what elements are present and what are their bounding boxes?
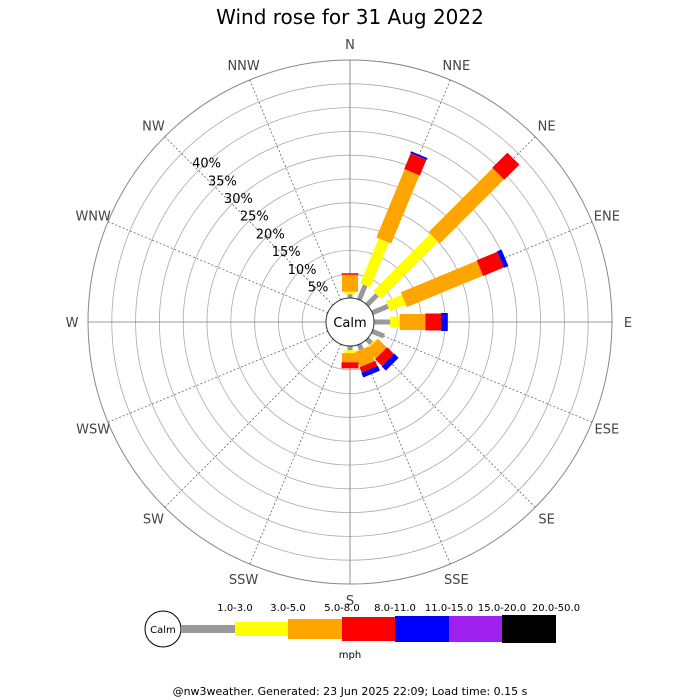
legend-label-5: 11.0-15.0 [425, 603, 473, 614]
petal-s-bin-3 [342, 353, 358, 363]
direction-label-nw: NW [142, 119, 165, 134]
petal-n-bin-4 [341, 273, 359, 275]
petal-ene-bin-2 [385, 294, 406, 312]
direction-label-ssw: SSW [229, 573, 259, 588]
percent-label-35: 35% [208, 174, 237, 189]
petal-sse-bin-4 [359, 360, 378, 373]
petal-ne-bin-1 [365, 293, 379, 307]
legend-units: mph [339, 650, 361, 661]
legend-label-2: 3.0-5.0 [270, 603, 305, 614]
direction-label-ese: ESE [594, 422, 619, 437]
petal-sse-bin-5 [361, 365, 380, 378]
petal-ene-bin-3 [400, 260, 483, 308]
percent-label-30: 30% [224, 192, 253, 207]
petal-nne-bin-5 [410, 151, 428, 160]
direction-label-ne: NE [538, 119, 556, 134]
direction-label-sse: SSE [444, 573, 469, 588]
petal-nne-bin-1 [356, 284, 368, 301]
calm-label: Calm [333, 316, 366, 331]
direction-label-se: SE [538, 513, 554, 528]
percent-label-25: 25% [240, 210, 269, 225]
petal-e-bin-3 [399, 314, 426, 330]
percent-label-5: 5% [308, 280, 329, 295]
direction-label-s: S [346, 594, 354, 609]
calm-circle: Calm [325, 297, 375, 347]
direction-label-nne: NNE [443, 59, 471, 74]
label-layer: N NNE NE ENE E ESE SE SSE S SSW SW WSW W WNW NW NNW 5% 10… [66, 38, 633, 609]
calm-circle-shape [325, 297, 375, 347]
petal-e-bin-1 [374, 319, 391, 325]
direction-label-n: N [345, 38, 355, 53]
petal-nne-bin-4 [404, 153, 427, 176]
petal-s-bin-1 [347, 346, 353, 351]
legend-swatch-4 [342, 617, 395, 641]
percent-label-40: 40% [192, 157, 221, 172]
legend-swatch-1 [181, 625, 235, 633]
speed-legend: Calm 1.0-3.0 3.0-5.0 5.0-8.0 8.0-11.0 11.0-15… [144, 603, 580, 661]
petal-ne-bin-4 [492, 152, 520, 180]
petal-nne-bin-3 [376, 169, 420, 244]
petal-e-bin-5 [441, 313, 448, 331]
petal-n-bin-2 [344, 291, 356, 295]
petal-n-bin-3 [342, 274, 358, 292]
petal-s-bin-4 [341, 362, 359, 369]
legend-calm-label: Calm [150, 625, 176, 636]
direction-label-wsw: WSW [76, 422, 110, 437]
petal-se-bin-2 [367, 339, 377, 349]
legend-swatch-5 [395, 616, 449, 642]
percent-label-20: 20% [256, 227, 285, 242]
percent-label-10: 10% [288, 263, 317, 278]
petal-n-bin-1 [347, 294, 353, 298]
petal-ene-bin-4 [476, 251, 504, 276]
petal-s-bin-2 [344, 350, 356, 354]
percent-label-15: 15% [272, 245, 301, 260]
petal-e-bin-2 [390, 316, 400, 328]
petal-ese-bin-1 [371, 328, 385, 339]
direction-label-wnw: WNW [75, 210, 111, 225]
petal-ne-bin-3 [428, 168, 504, 244]
direction-label-w: W [66, 316, 79, 331]
petal-ene-bin-1 [371, 303, 389, 316]
direction-label-sw: SW [143, 513, 164, 528]
petal-sse-bin-3 [354, 346, 375, 367]
legend-label-4: 8.0-11.0 [374, 603, 416, 614]
petal-ene-bin-5 [497, 249, 509, 268]
legend-label-6: 15.0-20.0 [478, 603, 526, 614]
legend-swatch-7 [502, 615, 556, 643]
petal-sse-bin-1 [356, 343, 364, 351]
legend-swatch-3 [288, 619, 342, 639]
legend-label-3: 5.0-8.0 [324, 603, 359, 614]
legend-swatch-6 [449, 616, 502, 642]
petal-nne-bin-2 [360, 238, 389, 288]
direction-label-ene: ENE [594, 210, 620, 225]
legend-label-7: 20.0-50.0 [532, 603, 580, 614]
direction-label-nnw: NNW [227, 59, 259, 74]
petal-layer [341, 151, 520, 378]
legend-label-1: 1.0-3.0 [217, 603, 252, 614]
chart-title: Wind rose for 31 Aug 2022 [216, 5, 484, 29]
direction-label-e: E [624, 316, 632, 331]
petal-se-bin-5 [381, 353, 399, 371]
petal-ne-bin-2 [373, 233, 439, 299]
petal-e-bin-4 [425, 313, 442, 331]
petal-se-bin-4 [375, 347, 394, 366]
legend-swatch-2 [235, 622, 288, 636]
footer-text: @nw3weather. Generated: 23 Jun 2025 22:0… [173, 685, 528, 698]
